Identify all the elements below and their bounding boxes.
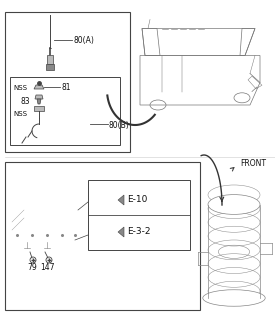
Bar: [10, 77, 120, 145]
Text: 80(B): 80(B): [109, 121, 130, 130]
Bar: [47, 55, 53, 64]
Bar: [62, 210, 80, 222]
Text: 81: 81: [61, 83, 70, 92]
Bar: [88, 180, 190, 250]
Text: E-3-2: E-3-2: [127, 228, 150, 236]
Text: 147: 147: [40, 263, 54, 273]
Ellipse shape: [203, 290, 265, 306]
Bar: [5, 12, 130, 152]
Polygon shape: [34, 85, 44, 89]
Text: 83: 83: [20, 97, 30, 106]
Bar: [5, 162, 200, 310]
Text: FRONT: FRONT: [240, 158, 266, 167]
Polygon shape: [35, 95, 43, 99]
Bar: [34, 106, 44, 111]
Polygon shape: [118, 195, 124, 205]
Bar: [40, 210, 58, 222]
Polygon shape: [37, 99, 41, 104]
Ellipse shape: [208, 195, 260, 214]
Text: NSS: NSS: [13, 111, 27, 117]
Text: NSS: NSS: [13, 85, 27, 91]
Text: E-10: E-10: [127, 196, 147, 204]
Polygon shape: [118, 227, 124, 237]
Bar: [46, 64, 54, 70]
Text: 80(A): 80(A): [73, 36, 94, 44]
Text: 79: 79: [27, 263, 37, 273]
Bar: [18, 210, 36, 222]
